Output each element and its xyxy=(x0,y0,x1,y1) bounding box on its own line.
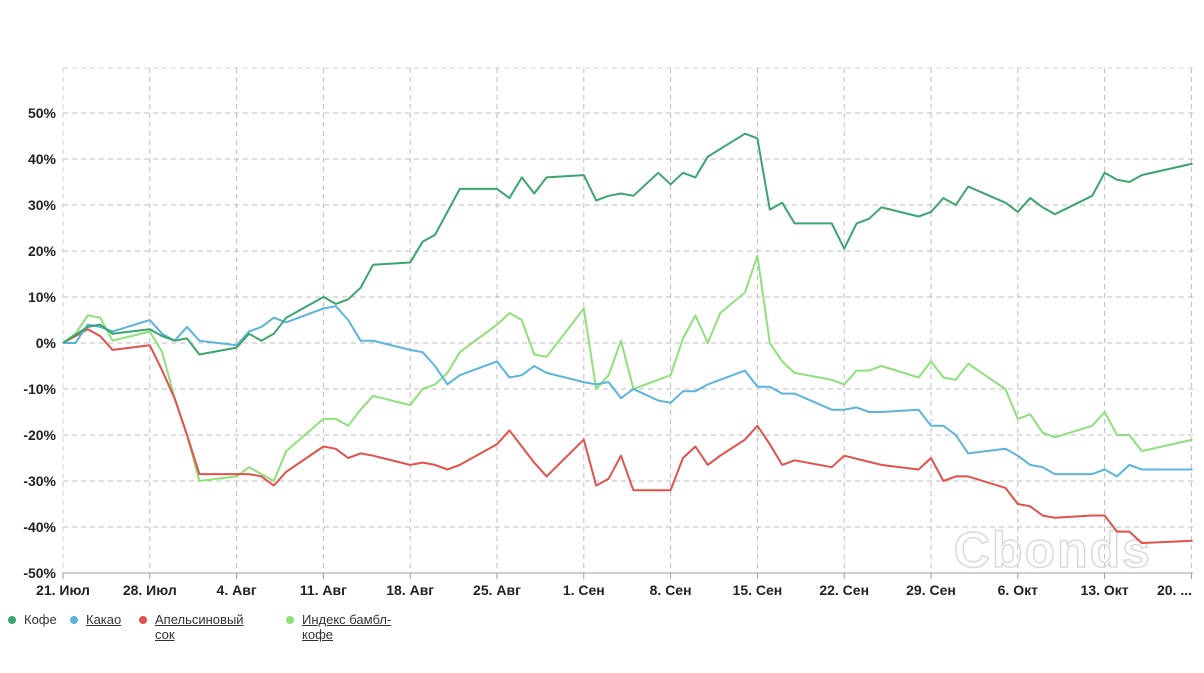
legend-item-bumble-coffee-index[interactable]: Индекс бамбл-кофе xyxy=(286,612,401,642)
y-tick-label: 30% xyxy=(28,197,57,213)
series-line-coffee xyxy=(62,132,1193,356)
legend-label: Апельсиновый сок xyxy=(155,612,244,642)
vertical-gridlines xyxy=(62,68,1192,579)
legend-dot-icon xyxy=(286,616,294,624)
x-tick-label: 6. Окт xyxy=(998,582,1038,598)
horizontal-gridlines xyxy=(63,67,1193,574)
legend-dot-icon xyxy=(139,616,147,624)
y-tick-label: 50% xyxy=(28,105,57,121)
x-tick-label: 29. Сен xyxy=(906,582,956,598)
legend-item-orange-juice[interactable]: Апельсиновый сок xyxy=(139,612,249,642)
y-tick-label: -10% xyxy=(23,381,56,397)
y-tick-label: -50% xyxy=(23,565,56,581)
y-axis-tick-labels: -50% -40% -30% -20% -10% 0% 10% 20% 30% 40% 50% xyxy=(23,105,56,581)
legend-label: Какао xyxy=(86,612,122,627)
series-line-bumble-coffee-index xyxy=(62,254,1193,482)
y-tick-label: -20% xyxy=(23,427,56,443)
series-lines xyxy=(62,132,1193,545)
x-tick-label: 20. ... xyxy=(1157,582,1192,598)
series-line-orange-juice xyxy=(62,328,1193,545)
x-tick-label: 15. Сен xyxy=(733,582,783,598)
x-tick-label: 18. Авг xyxy=(386,582,434,598)
y-tick-label: -40% xyxy=(23,519,56,535)
x-tick-label: 21. Июл xyxy=(36,582,90,598)
x-tick-label: 11. Авг xyxy=(300,582,347,598)
x-tick-label: 4. Авг xyxy=(217,582,257,598)
legend: Кофе Какао Апельсиновый сок Индекс бамбл… xyxy=(8,612,708,652)
y-tick-label: 10% xyxy=(28,289,57,305)
legend-item-coffee[interactable]: Кофе xyxy=(8,612,57,627)
x-tick-label: 1. Сен xyxy=(563,582,605,598)
x-tick-label: 22. Сен xyxy=(819,582,869,598)
y-tick-label: -30% xyxy=(23,473,56,489)
legend-item-cocoa[interactable]: Какао xyxy=(70,612,121,627)
series-line-cocoa xyxy=(63,305,1193,478)
legend-label: Кофе xyxy=(24,612,57,627)
x-tick-label: 8. Сен xyxy=(650,582,692,598)
x-tick-label: 13. Окт xyxy=(1081,582,1129,598)
y-tick-label: 20% xyxy=(28,243,57,259)
x-tick-label: 28. Июл xyxy=(123,582,177,598)
legend-label: Индекс бамбл-кофе xyxy=(302,612,392,642)
y-tick-label: 40% xyxy=(28,151,57,167)
watermark-logo: Cbonds xyxy=(954,522,1152,578)
y-tick-label: 0% xyxy=(36,335,57,351)
x-tick-label: 25. Авг xyxy=(473,582,521,598)
legend-dot-icon xyxy=(8,616,16,624)
legend-dot-icon xyxy=(70,616,78,624)
x-axis-tick-labels: 21. Июл 28. Июл 4. Авг 11. Авг 18. Авг 25. Ав… xyxy=(36,582,1192,598)
